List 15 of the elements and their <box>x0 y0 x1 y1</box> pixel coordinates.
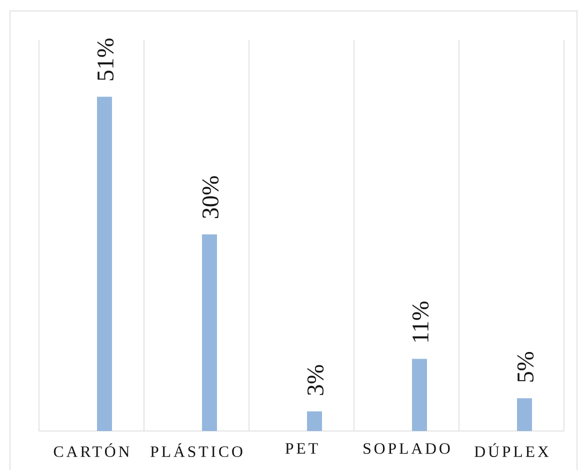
bar <box>97 96 112 431</box>
x-tick-label: DÚPLEX <box>474 443 549 458</box>
data-label: 51% <box>97 38 114 80</box>
x-tick-label: PLÁSTICO <box>150 443 242 458</box>
bar <box>517 398 532 431</box>
bar <box>307 411 322 431</box>
data-label: 3% <box>307 365 324 395</box>
data-label: 30% <box>202 176 219 218</box>
data-label: 5% <box>517 352 534 382</box>
x-tick-label: PET <box>285 443 318 454</box>
x-tick-label: SOPLADO <box>364 443 450 454</box>
bar <box>412 358 427 431</box>
bar <box>202 234 217 431</box>
data-label: 11% <box>412 302 429 342</box>
x-tick-label: CARTÓN <box>54 443 130 458</box>
